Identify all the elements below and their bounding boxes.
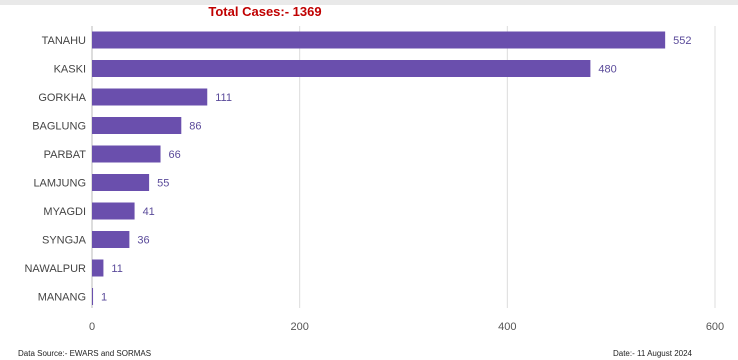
top-band xyxy=(0,0,738,5)
value-label-0: 552 xyxy=(673,35,691,47)
bar-3 xyxy=(92,117,182,134)
value-label-2: 111 xyxy=(215,92,232,104)
category-label-2: GORKHA xyxy=(38,92,86,104)
category-label-6: MYAGDI xyxy=(43,206,86,218)
bar-1 xyxy=(92,60,591,77)
bar-4 xyxy=(92,145,161,163)
value-label-9: 1 xyxy=(101,292,107,304)
x-tick-label-0: 0 xyxy=(89,321,95,333)
bar-9 xyxy=(92,288,94,305)
bar-7 xyxy=(92,231,130,248)
value-label-1: 480 xyxy=(598,64,616,76)
value-label-5: 55 xyxy=(157,178,169,190)
category-label-0: TANAHU xyxy=(42,35,86,47)
value-label-3: 86 xyxy=(189,121,201,133)
bar-6 xyxy=(92,202,135,220)
chart-title: Total Cases:- 1369 xyxy=(208,4,322,19)
value-label-6: 41 xyxy=(143,206,155,218)
value-label-7: 36 xyxy=(137,235,149,247)
report-date: Date:- 11 August 2024 xyxy=(612,349,692,358)
x-tick-label-1: 200 xyxy=(290,321,308,333)
category-label-7: SYNGJA xyxy=(42,235,87,247)
value-label-4: 66 xyxy=(169,149,181,161)
category-label-1: KASKI xyxy=(54,64,86,76)
bar-0 xyxy=(92,31,666,49)
bar-5 xyxy=(92,174,150,191)
category-label-8: NAWALPUR xyxy=(24,263,86,275)
bar-2 xyxy=(92,88,208,106)
category-label-5: LAMJUNG xyxy=(33,178,86,190)
x-tick-label-2: 400 xyxy=(498,321,516,333)
category-label-9: MANANG xyxy=(38,292,86,304)
category-label-4: PARBAT xyxy=(44,149,87,161)
category-label-3: BAGLUNG xyxy=(32,121,86,133)
value-label-8: 11 xyxy=(111,263,122,275)
x-tick-label-3: 600 xyxy=(706,321,724,333)
data-source-note: Data Source:- EWARS and SORMAS xyxy=(18,349,152,358)
bar-8 xyxy=(92,259,104,277)
